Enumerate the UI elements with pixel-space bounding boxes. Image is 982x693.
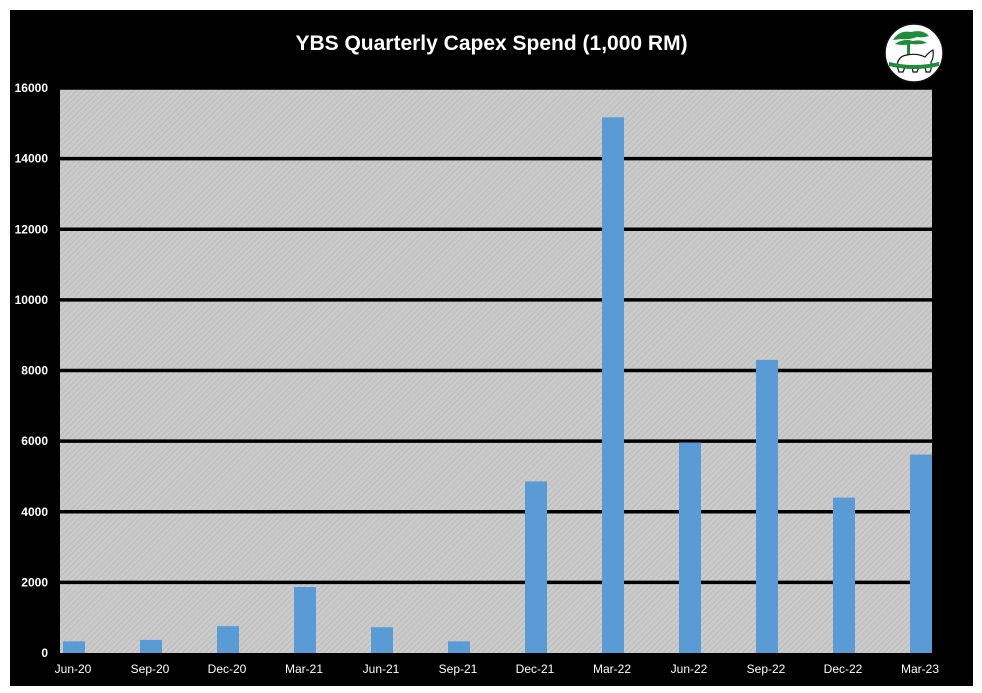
bar (217, 626, 239, 653)
chart-canvas: 0 2000 4000 6000 8000 10000 12000 14000 16000 Ju… (15, 81, 940, 676)
y-tick-label: 14000 (15, 152, 49, 166)
bar (602, 117, 624, 653)
bar (294, 586, 316, 653)
x-tick-label: Dec-20 (208, 662, 247, 676)
x-tick-labels: Jun-20 Sep-20 Dec-20 Mar-21 Jun-21 Sep-21 Dec-… (55, 662, 940, 676)
y-tick-label: 2000 (21, 575, 48, 589)
bar (910, 454, 932, 653)
chart-frame: YBS Quarterly Capex Spend (1,000 RM) 0 20… (10, 10, 973, 686)
x-tick-label: Sep-21 (439, 662, 478, 676)
bar (371, 627, 393, 653)
y-tick-label: 10000 (15, 293, 49, 307)
x-tick-label: Dec-21 (516, 662, 555, 676)
x-tick-label: Mar-21 (285, 662, 323, 676)
chart-title: YBS Quarterly Capex Spend (1,000 RM) (295, 32, 688, 55)
y-tick-labels: 0 2000 4000 6000 8000 10000 12000 14000 16000 (15, 81, 49, 660)
x-tick-label: Mar-22 (593, 662, 631, 676)
bar (525, 481, 547, 653)
x-tick-label: Dec-22 (824, 662, 863, 676)
bar (448, 641, 470, 653)
tree-and-animal-logo-icon (884, 23, 944, 83)
bar (756, 359, 778, 653)
x-tick-label: Jun-20 (55, 662, 92, 676)
bar (63, 641, 85, 653)
y-tick-label: 6000 (21, 434, 48, 448)
grid-lines (60, 86, 932, 585)
x-tick-label: Jun-22 (671, 662, 708, 676)
bar (679, 442, 701, 653)
x-tick-label: Jun-21 (363, 662, 400, 676)
y-tick-label: 12000 (15, 222, 49, 236)
bar (140, 639, 162, 653)
x-tick-label: Sep-22 (747, 662, 786, 676)
x-tick-label: Sep-20 (131, 662, 170, 676)
y-tick-label: 16000 (15, 81, 49, 95)
x-tick-label: Mar-23 (901, 662, 939, 676)
y-tick-label: 0 (41, 646, 48, 660)
bars (63, 117, 932, 653)
y-tick-label: 8000 (21, 364, 48, 378)
y-tick-label: 4000 (21, 505, 48, 519)
bar (833, 497, 855, 653)
